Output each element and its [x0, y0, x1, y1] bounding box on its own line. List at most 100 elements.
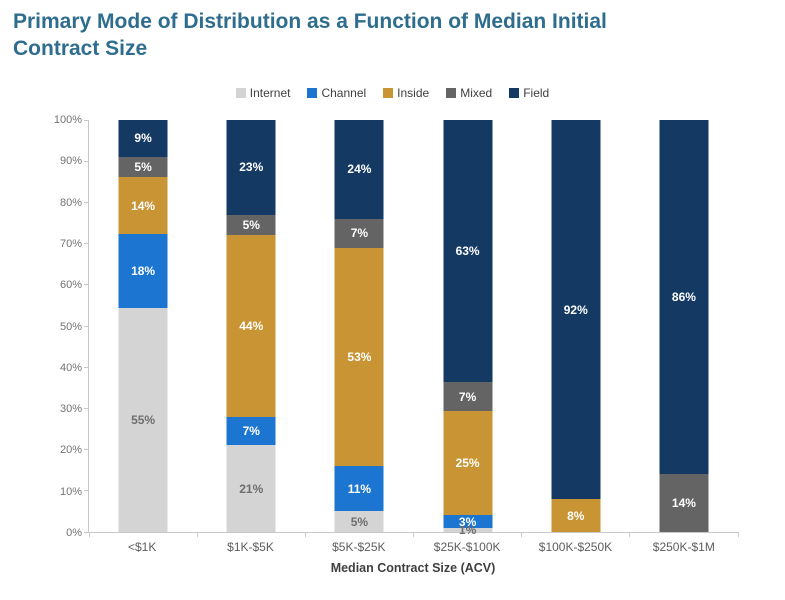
chart-title-line1: Primary Mode of Distribution as a Functi… [13, 10, 607, 33]
bar-segment-channel: 18% [118, 234, 168, 308]
y-axis-tick-mark [84, 160, 89, 162]
bar-slot: 14% 86% [630, 120, 738, 532]
x-axis-category-label: $25K-$100K [433, 540, 501, 554]
bar-segment-label: 5% [134, 159, 152, 174]
bar-segment-field: 63% [443, 120, 493, 383]
bar-segment-inside: 44% [226, 235, 276, 417]
bar-segment-label: 53% [347, 349, 372, 364]
bar-segment-label: 7% [350, 226, 369, 241]
legend-item-channel: Channel [307, 86, 366, 100]
bar-segment-label: 44% [239, 319, 264, 334]
stacked-bar-2: 21% 7% 44% 5% 23% [226, 120, 276, 532]
x-axis-tick-mark [88, 532, 90, 537]
bar-segment-label: 11% [347, 481, 372, 496]
y-axis-tick-label: 40% [59, 361, 82, 374]
bar-segment-field: 23% [226, 120, 276, 215]
plot-area: 55% 18% 14% 5% 9% 21% 7% 44% 5% 23% 5% 11% 53% 7% 24% 1… [84, 119, 739, 537]
bar-segment-label: 86% [671, 290, 696, 305]
x-axis-category-label: $250K-$1M [652, 540, 715, 554]
bar-segment-internet: 5% [334, 511, 384, 532]
legend-item-inside: Inside [383, 86, 429, 100]
legend-swatch-icon [383, 88, 394, 98]
bar-segment-mixed: 5% [118, 156, 168, 178]
y-axis-tick-mark [84, 119, 89, 121]
legend-item-mixed: Mixed [446, 86, 492, 100]
stacked-bar-4: 1% 3% 25% 7% 63% [443, 120, 493, 537]
y-axis-tick-mark [84, 407, 89, 409]
bar-segment-label: 9% [134, 131, 152, 146]
legend-item-label: Channel [321, 86, 367, 100]
x-axis-tick-mark [737, 532, 739, 537]
bar-segment-inside: 8% [551, 499, 601, 532]
y-axis-tick-label: 90% [59, 155, 82, 168]
bar-segment-field: 92% [551, 120, 601, 500]
y-axis-tick-mark [84, 366, 89, 368]
bar-segment-mixed: 5% [226, 214, 276, 236]
y-axis-tick-mark [84, 201, 89, 203]
y-axis-tick-label: 20% [59, 444, 82, 457]
bar-segment-label: 1% [458, 522, 477, 537]
bar-segment-channel: 11% [334, 466, 384, 512]
legend-item-label: Field [523, 86, 550, 100]
bar-slot: 21% 7% 44% 5% 23% [197, 120, 305, 532]
y-axis-tick-mark [84, 490, 89, 492]
x-axis-category-label: $1K-$5K [227, 540, 274, 554]
bar-segment-label: 21% [239, 481, 264, 496]
bar-segment-internet: 55% [118, 307, 168, 532]
bar-segment-channel: 7% [226, 416, 276, 446]
legend-swatch-icon [446, 88, 457, 98]
bar-segment-mixed: 7% [334, 218, 384, 248]
bar-segment-internet: 21% [226, 445, 276, 532]
y-axis-tick-mark [84, 449, 89, 451]
y-axis-tick-mark [84, 284, 89, 286]
bar-segment-label: 5% [350, 514, 369, 529]
y-axis-tick-label: 70% [59, 237, 82, 250]
y-axis-tick-mark [84, 531, 89, 533]
bar-segment-label: 5% [242, 218, 260, 233]
legend-item-label: Internet [249, 86, 291, 100]
bar-segment-label: 8% [567, 508, 585, 523]
bar-segment-field: 86% [659, 120, 709, 475]
bar-segment-label: 3% [458, 514, 477, 529]
x-axis-category-label: <$1K [127, 540, 157, 554]
bar-segment-internet: 1% [443, 523, 493, 537]
x-axis-title: Median Contract Size (ACV) [330, 561, 496, 575]
bar-segment-inside: 53% [334, 247, 384, 467]
y-axis-tick-mark [84, 243, 89, 245]
legend-item-label: Mixed [460, 86, 493, 100]
x-axis-tick-mark [196, 532, 198, 537]
bar-slot: 55% 18% 14% 5% 9% [89, 120, 197, 532]
bar-segment-inside: 14% [118, 177, 168, 235]
bar-segment-channel: 3% [443, 514, 493, 529]
legend-swatch-icon [235, 88, 246, 98]
legend: Internet Channel Inside Mixed Field [0, 85, 785, 101]
bar-slot: 5% 11% 53% 7% 24% [305, 120, 413, 532]
bar-segment-label: 23% [239, 160, 264, 175]
y-axis-tick-label: 60% [59, 279, 82, 292]
x-axis-tick-mark [304, 532, 306, 537]
bar-segment-label: 14% [671, 496, 696, 511]
y-axis-tick-label: 30% [59, 403, 82, 416]
bar-segment-label: 25% [455, 456, 480, 471]
legend-swatch-icon [307, 88, 318, 98]
legend-item-field: Field [509, 86, 549, 100]
x-axis-tick-mark [629, 532, 631, 537]
chart-title-line2: Contract Size [13, 37, 148, 60]
legend-item-label: Inside [397, 86, 430, 100]
bar-segment-label: 14% [131, 198, 156, 213]
y-axis-tick-label: 50% [59, 320, 82, 333]
x-axis-tick-mark [521, 532, 523, 537]
bar-segment-mixed: 7% [443, 382, 493, 412]
x-axis-labels: <$1K $1K-$5K $5K-$25K $25K-$100K $100K-$250K… [88, 540, 738, 554]
bar-slot: 8% 92% [522, 120, 630, 532]
chart-title: Primary Mode of Distribution as a Functi… [13, 8, 753, 62]
y-axis-tick-label: 100% [53, 114, 82, 126]
legend-item-internet: Internet [235, 86, 291, 100]
bar-segment-label: 55% [131, 412, 156, 427]
y-axis-labels: 100% 90% 80% 70% 60% 50% 40% 30% 20% 10% 0% [0, 114, 82, 539]
x-axis-category-label: $100K-$250K [538, 540, 613, 554]
x-axis-tick-mark [413, 532, 414, 537]
bar-segment-label: 7% [458, 389, 477, 404]
stacked-bar-3: 5% 11% 53% 7% 24% [334, 120, 384, 532]
bar-segment-field: 9% [118, 120, 168, 157]
